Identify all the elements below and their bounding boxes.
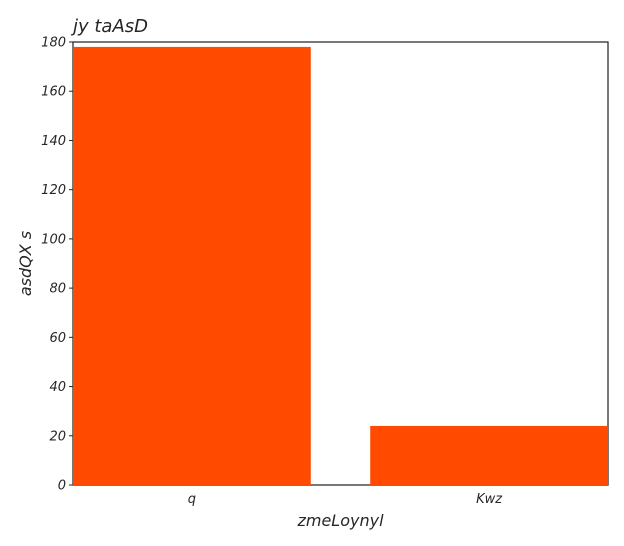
y-axis-label: asdQX s xyxy=(16,231,35,296)
y-tick-label: 60 xyxy=(49,331,66,346)
y-tick-label: 100 xyxy=(41,232,66,247)
x-tick-label: q xyxy=(188,492,196,507)
chart-title: jy taAsD xyxy=(70,16,148,37)
y-tick-label: 160 xyxy=(41,85,66,100)
y-tick-label: 20 xyxy=(49,429,66,444)
y-tick-label: 0 xyxy=(58,479,66,494)
bar-kwz xyxy=(370,425,608,485)
y-ticks-group: 0 20 40 60 80 100 120 140 160 180 xyxy=(41,36,73,494)
x-tick-label: Kwz xyxy=(476,492,503,507)
y-tick-label: 120 xyxy=(41,183,66,198)
bar-q xyxy=(73,46,311,486)
y-tick-label: 40 xyxy=(49,380,66,395)
x-ticks-group: q Kwz xyxy=(188,492,504,507)
bars-group xyxy=(73,46,608,486)
y-tick-label: 140 xyxy=(41,134,66,149)
y-tick-label: 80 xyxy=(49,282,66,297)
x-axis-label: zmeLoynyl xyxy=(296,511,384,530)
y-tick-label: 180 xyxy=(41,36,66,51)
